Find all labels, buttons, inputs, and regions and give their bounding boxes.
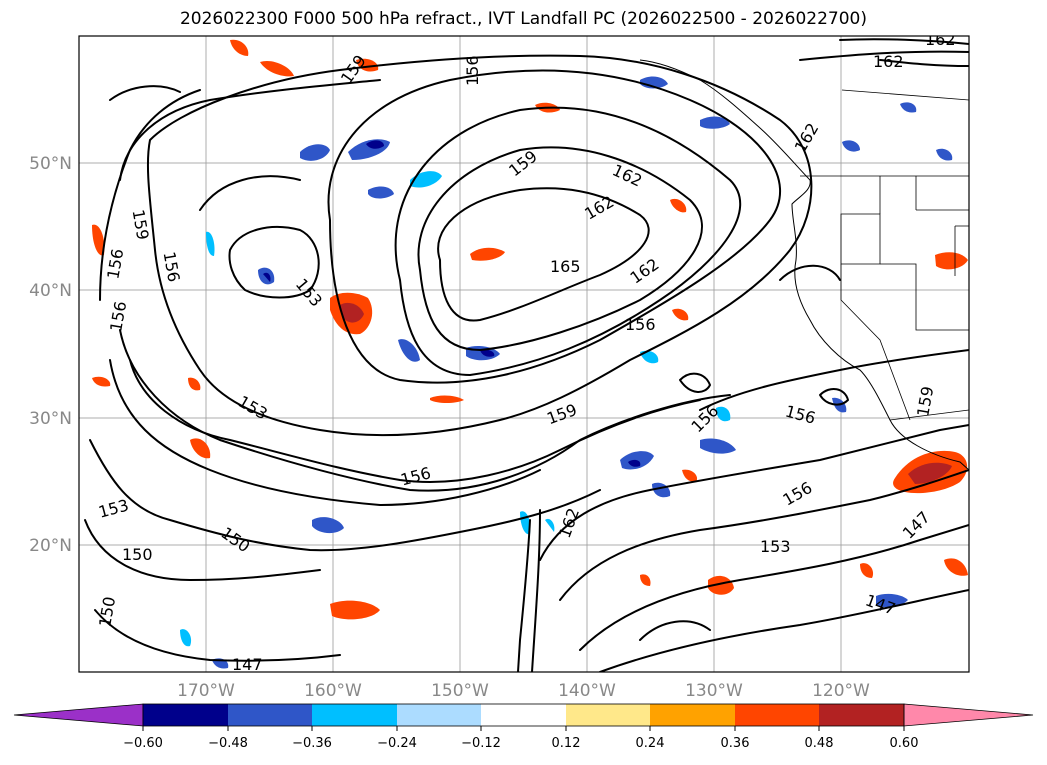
ivt-shading [92,39,968,669]
lat-label: 40°N [29,281,72,301]
contour-label: 162 [925,30,956,49]
contour-label: 153 [760,537,791,556]
colorbar-tick-label: −0.60 [123,736,163,751]
lon-label: 120°W [812,681,870,701]
colorbar-tick-label: 0.24 [636,736,665,751]
colorbar-tick-label: −0.48 [208,736,248,751]
refractivity-contours [84,38,969,672]
colorbar-tick-label: −0.36 [292,736,332,751]
colorbar-segment [397,704,481,726]
map-canvas: 162 162 156 159 159 162 162 162 159 156 … [79,30,969,674]
contour-label: 162 [873,52,904,71]
colorbar-segment [819,704,904,726]
longitude-labels: 170°W 160°W 150°W 140°W 130°W 120°W [177,681,870,701]
lon-label: 130°W [685,681,743,701]
contour-label: 156 [463,55,482,86]
colorbar-extend-low [13,703,144,727]
contour-label: 147 [232,655,263,674]
colorbar-segment [143,704,228,726]
colorbar-tick-label: 0.12 [552,736,581,751]
lat-label: 30°N [29,409,72,429]
colorbar-tick-label: −0.12 [461,736,501,751]
contour-label: 150 [122,545,153,564]
colorbar-tick-label: 0.48 [805,736,834,751]
map-title: 2026022300 F000 500 hPa refract., IVT La… [179,9,867,29]
graticule [79,36,969,672]
colorbar-segment [735,704,819,726]
contour-label: 165 [550,257,581,276]
map-frame [78,35,970,673]
lon-label: 150°W [431,681,489,701]
shading-positive-central [92,39,874,620]
colorbar-segment [312,704,397,726]
lon-label: 140°W [558,681,616,701]
lat-label: 20°N [29,536,72,556]
shading-negative [180,76,953,669]
colorbar-ticks [142,726,905,731]
colorbar-segment [228,704,312,726]
colorbar-extend-high [903,703,1034,727]
colorbar-segment [481,704,566,726]
colorbar-tick-label: 0.60 [890,736,919,751]
coastline [639,59,969,471]
colorbar-tick-label: −0.24 [377,736,417,751]
colorbar: −0.60 −0.48 −0.36 −0.24 −0.12 0.12 0.24 … [13,703,1034,751]
lon-label: 160°W [304,681,362,701]
colorbar-segment [650,704,735,726]
colorbar-tick-label: 0.36 [721,736,750,751]
contour-label: 156 [625,315,656,334]
latitude-labels: 20°N 30°N 40°N 50°N [29,154,72,556]
lon-label: 170°W [177,681,235,701]
lat-label: 50°N [29,154,72,174]
colorbar-segment [566,704,650,726]
shading-positive-sw-coast [893,252,968,576]
